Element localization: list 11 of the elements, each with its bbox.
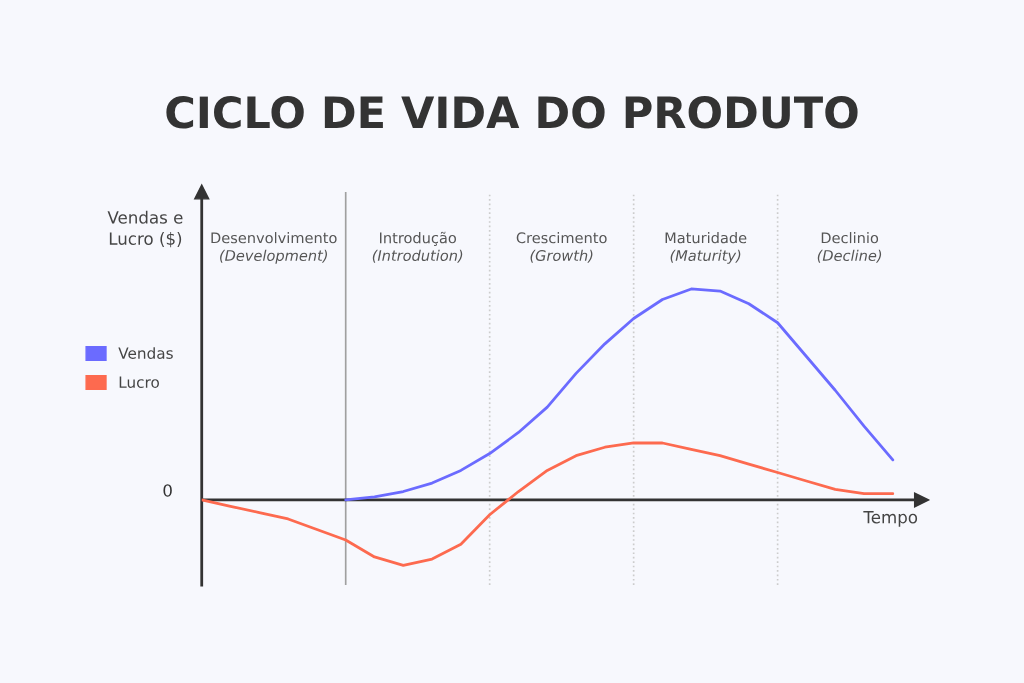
text: 0 [163,484,172,497]
chart-title: CICLO DE VIDA DO PRODUTO [166,96,858,129]
text: Crescimento (Growth) [516,232,607,263]
legend-label: Vendas [118,347,173,359]
text: Maturidade (Maturity) [665,232,747,264]
legend-label: Lucro [119,376,159,388]
text: Introdução (Introdution) [372,231,463,263]
y-axis-title: Vendas e Lucro ($) [107,210,183,248]
x-axis-title: Tempo [863,511,918,527]
text: Declinio (Decline) [817,232,882,263]
text: Desenvolvimento (Development) [211,232,337,264]
